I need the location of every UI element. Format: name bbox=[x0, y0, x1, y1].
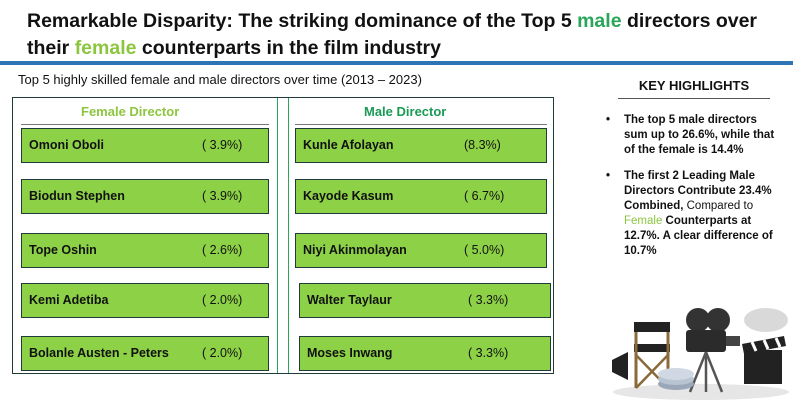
highlight-item: The top 5 male directors sum up to 26.6%… bbox=[600, 113, 780, 158]
column-divider bbox=[277, 98, 289, 373]
title-female-word: female bbox=[74, 37, 137, 59]
female-director-card: Kemi Adetiba ( 2.0%) bbox=[21, 283, 269, 318]
film-equipment-illustration-icon bbox=[612, 308, 789, 400]
male-director-card: Niyi Akinmolayan ( 5.0%) bbox=[295, 233, 547, 268]
male-director-card: Kunle Afolayan (8.3%) bbox=[295, 128, 547, 163]
male-director-name: Kayode Kasum bbox=[303, 189, 394, 203]
female-director-share: ( 2.0%) bbox=[202, 346, 243, 360]
male-director-share: (8.3%) bbox=[464, 138, 501, 152]
title-rule bbox=[0, 61, 793, 65]
female-column-header: Female Director bbox=[81, 104, 180, 119]
title-male-word: male bbox=[577, 10, 622, 32]
female-director-name: Kemi Adetiba bbox=[29, 293, 109, 307]
male-header-rule bbox=[295, 124, 547, 125]
female-director-card: Omoni Oboli ( 3.9%) bbox=[21, 128, 269, 163]
male-director-name: Niyi Akinmolayan bbox=[303, 243, 407, 257]
male-director-share: ( 3.3%) bbox=[468, 346, 509, 360]
female-director-card: Tope Oshin ( 2.6%) bbox=[21, 233, 269, 268]
female-director-card: Bolanle Austen - Peters ( 2.0%) bbox=[21, 336, 269, 371]
key-highlights-list: The top 5 male directors sum up to 26.6%… bbox=[600, 113, 780, 270]
clapperboard-icon bbox=[742, 336, 786, 384]
male-director-card: Moses Inwang ( 3.3%) bbox=[299, 336, 551, 371]
megaphone-icon bbox=[612, 352, 628, 380]
female-director-share: ( 3.9%) bbox=[202, 189, 243, 203]
female-director-name: Bolanle Austen - Peters bbox=[29, 346, 169, 360]
highlight-item: The first 2 Leading Male Directors Contr… bbox=[600, 169, 780, 259]
page-title: Remarkable Disparity: The striking domin… bbox=[27, 10, 758, 59]
male-director-name: Moses Inwang bbox=[307, 346, 393, 360]
male-director-share: ( 5.0%) bbox=[464, 243, 505, 257]
male-director-share: ( 3.3%) bbox=[468, 293, 509, 307]
male-director-card: Walter Taylaur ( 3.3%) bbox=[299, 283, 551, 318]
male-director-name: Walter Taylaur bbox=[307, 293, 392, 307]
female-director-name: Omoni Oboli bbox=[29, 138, 104, 152]
male-column-header: Male Director bbox=[364, 104, 447, 119]
chart-subtitle: Top 5 highly skilled female and male dir… bbox=[18, 72, 422, 87]
key-highlights-rule bbox=[618, 98, 770, 99]
camera-icon bbox=[686, 308, 740, 393]
directors-table: Female Director Male Director Omoni Obol… bbox=[12, 97, 554, 374]
female-director-card: Biodun Stephen ( 3.9%) bbox=[21, 179, 269, 214]
film-reel-icon bbox=[658, 368, 694, 390]
male-director-card: Kayode Kasum ( 6.7%) bbox=[295, 179, 547, 214]
male-director-share: ( 6.7%) bbox=[464, 189, 505, 203]
female-director-share: ( 2.0%) bbox=[202, 293, 243, 307]
female-director-name: Tope Oshin bbox=[29, 243, 97, 257]
female-director-share: ( 2.6%) bbox=[202, 243, 243, 257]
female-director-share: ( 3.9%) bbox=[202, 138, 243, 152]
male-director-name: Kunle Afolayan bbox=[303, 138, 394, 152]
key-highlights-title: KEY HIGHLIGHTS bbox=[638, 78, 750, 93]
female-header-rule bbox=[21, 124, 269, 125]
female-director-name: Biodun Stephen bbox=[29, 189, 125, 203]
